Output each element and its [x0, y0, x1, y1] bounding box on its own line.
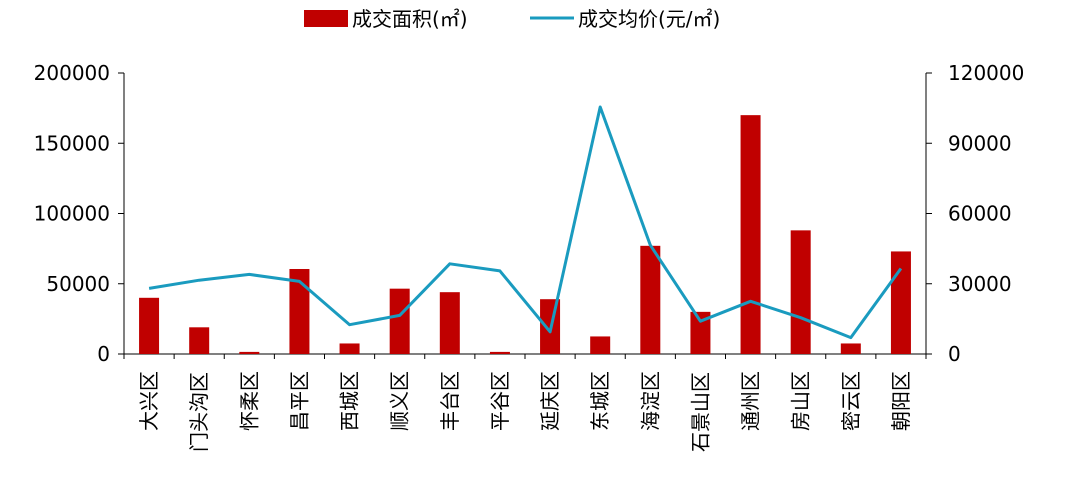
- category-label: 丰台区: [438, 371, 462, 431]
- y-right-tick-label: 30000: [948, 272, 1012, 296]
- y-left-tick-label: 200000: [34, 61, 110, 85]
- category-label: 东城区: [588, 371, 612, 431]
- bar-东城区: [590, 336, 611, 354]
- bar-通州区: [740, 115, 761, 355]
- legend-label-price: 成交均价(元/㎡): [578, 7, 720, 31]
- bar-怀柔区: [239, 351, 260, 354]
- category-label: 平谷区: [488, 371, 512, 431]
- category-label: 石景山区: [688, 372, 712, 452]
- axes: 0 50000 100000 150000 200000 0 30000 60000 90000…: [34, 61, 1025, 366]
- bar-朝阳区: [890, 251, 911, 354]
- legend-label-area: 成交面积(㎡): [352, 7, 468, 31]
- legend: 成交面积(㎡) 成交均价(元/㎡): [304, 7, 720, 31]
- y-left-tick-label: 150000: [34, 131, 110, 155]
- category-label: 房山区: [789, 371, 813, 431]
- bar-大兴区: [139, 297, 160, 354]
- bar-房山区: [790, 230, 811, 354]
- y-right-tick-label: 0: [948, 342, 961, 366]
- category-label: 朝阳区: [889, 371, 913, 431]
- y-right-tick-label: 60000: [948, 202, 1012, 226]
- bar-门头沟区: [189, 327, 210, 354]
- bar-密云区: [840, 343, 861, 354]
- y-left-tick-label: 100000: [34, 202, 110, 226]
- category-label: 通州区: [739, 371, 763, 431]
- line-series: [148, 105, 903, 340]
- y-right-tick-label: 120000: [948, 61, 1024, 85]
- category-label: 大兴区: [137, 371, 161, 431]
- y-left-tick-label: 0: [97, 342, 110, 366]
- category-labels: 大兴区 门头沟区 怀柔区 昌平区 西城区 顺义区 丰台区 平谷区 延庆区 东城区 海淀区 石景山区 通州…: [137, 371, 913, 452]
- bar-昌平区: [289, 268, 310, 354]
- bar-海淀区: [640, 245, 661, 354]
- y-left-tick-label: 50000: [46, 272, 110, 296]
- category-label: 怀柔区: [237, 371, 261, 431]
- y-right-tick-label: 90000: [948, 131, 1012, 155]
- category-label: 延庆区: [538, 371, 562, 431]
- bar-石景山区: [690, 311, 711, 354]
- category-label: 顺义区: [388, 371, 412, 431]
- bar-顺义区: [389, 288, 410, 354]
- category-label: 门头沟区: [187, 372, 211, 452]
- bar-丰台区: [439, 292, 460, 354]
- category-label: 密云区: [839, 371, 863, 431]
- category-label: 海淀区: [638, 371, 662, 431]
- bar-西城区: [339, 343, 360, 354]
- category-label: 西城区: [338, 371, 362, 431]
- legend-swatch-area: [304, 10, 348, 27]
- category-label: 昌平区: [287, 371, 311, 431]
- bar-平谷区: [489, 351, 510, 354]
- bar-series: [139, 115, 911, 355]
- price-line: [148, 105, 903, 340]
